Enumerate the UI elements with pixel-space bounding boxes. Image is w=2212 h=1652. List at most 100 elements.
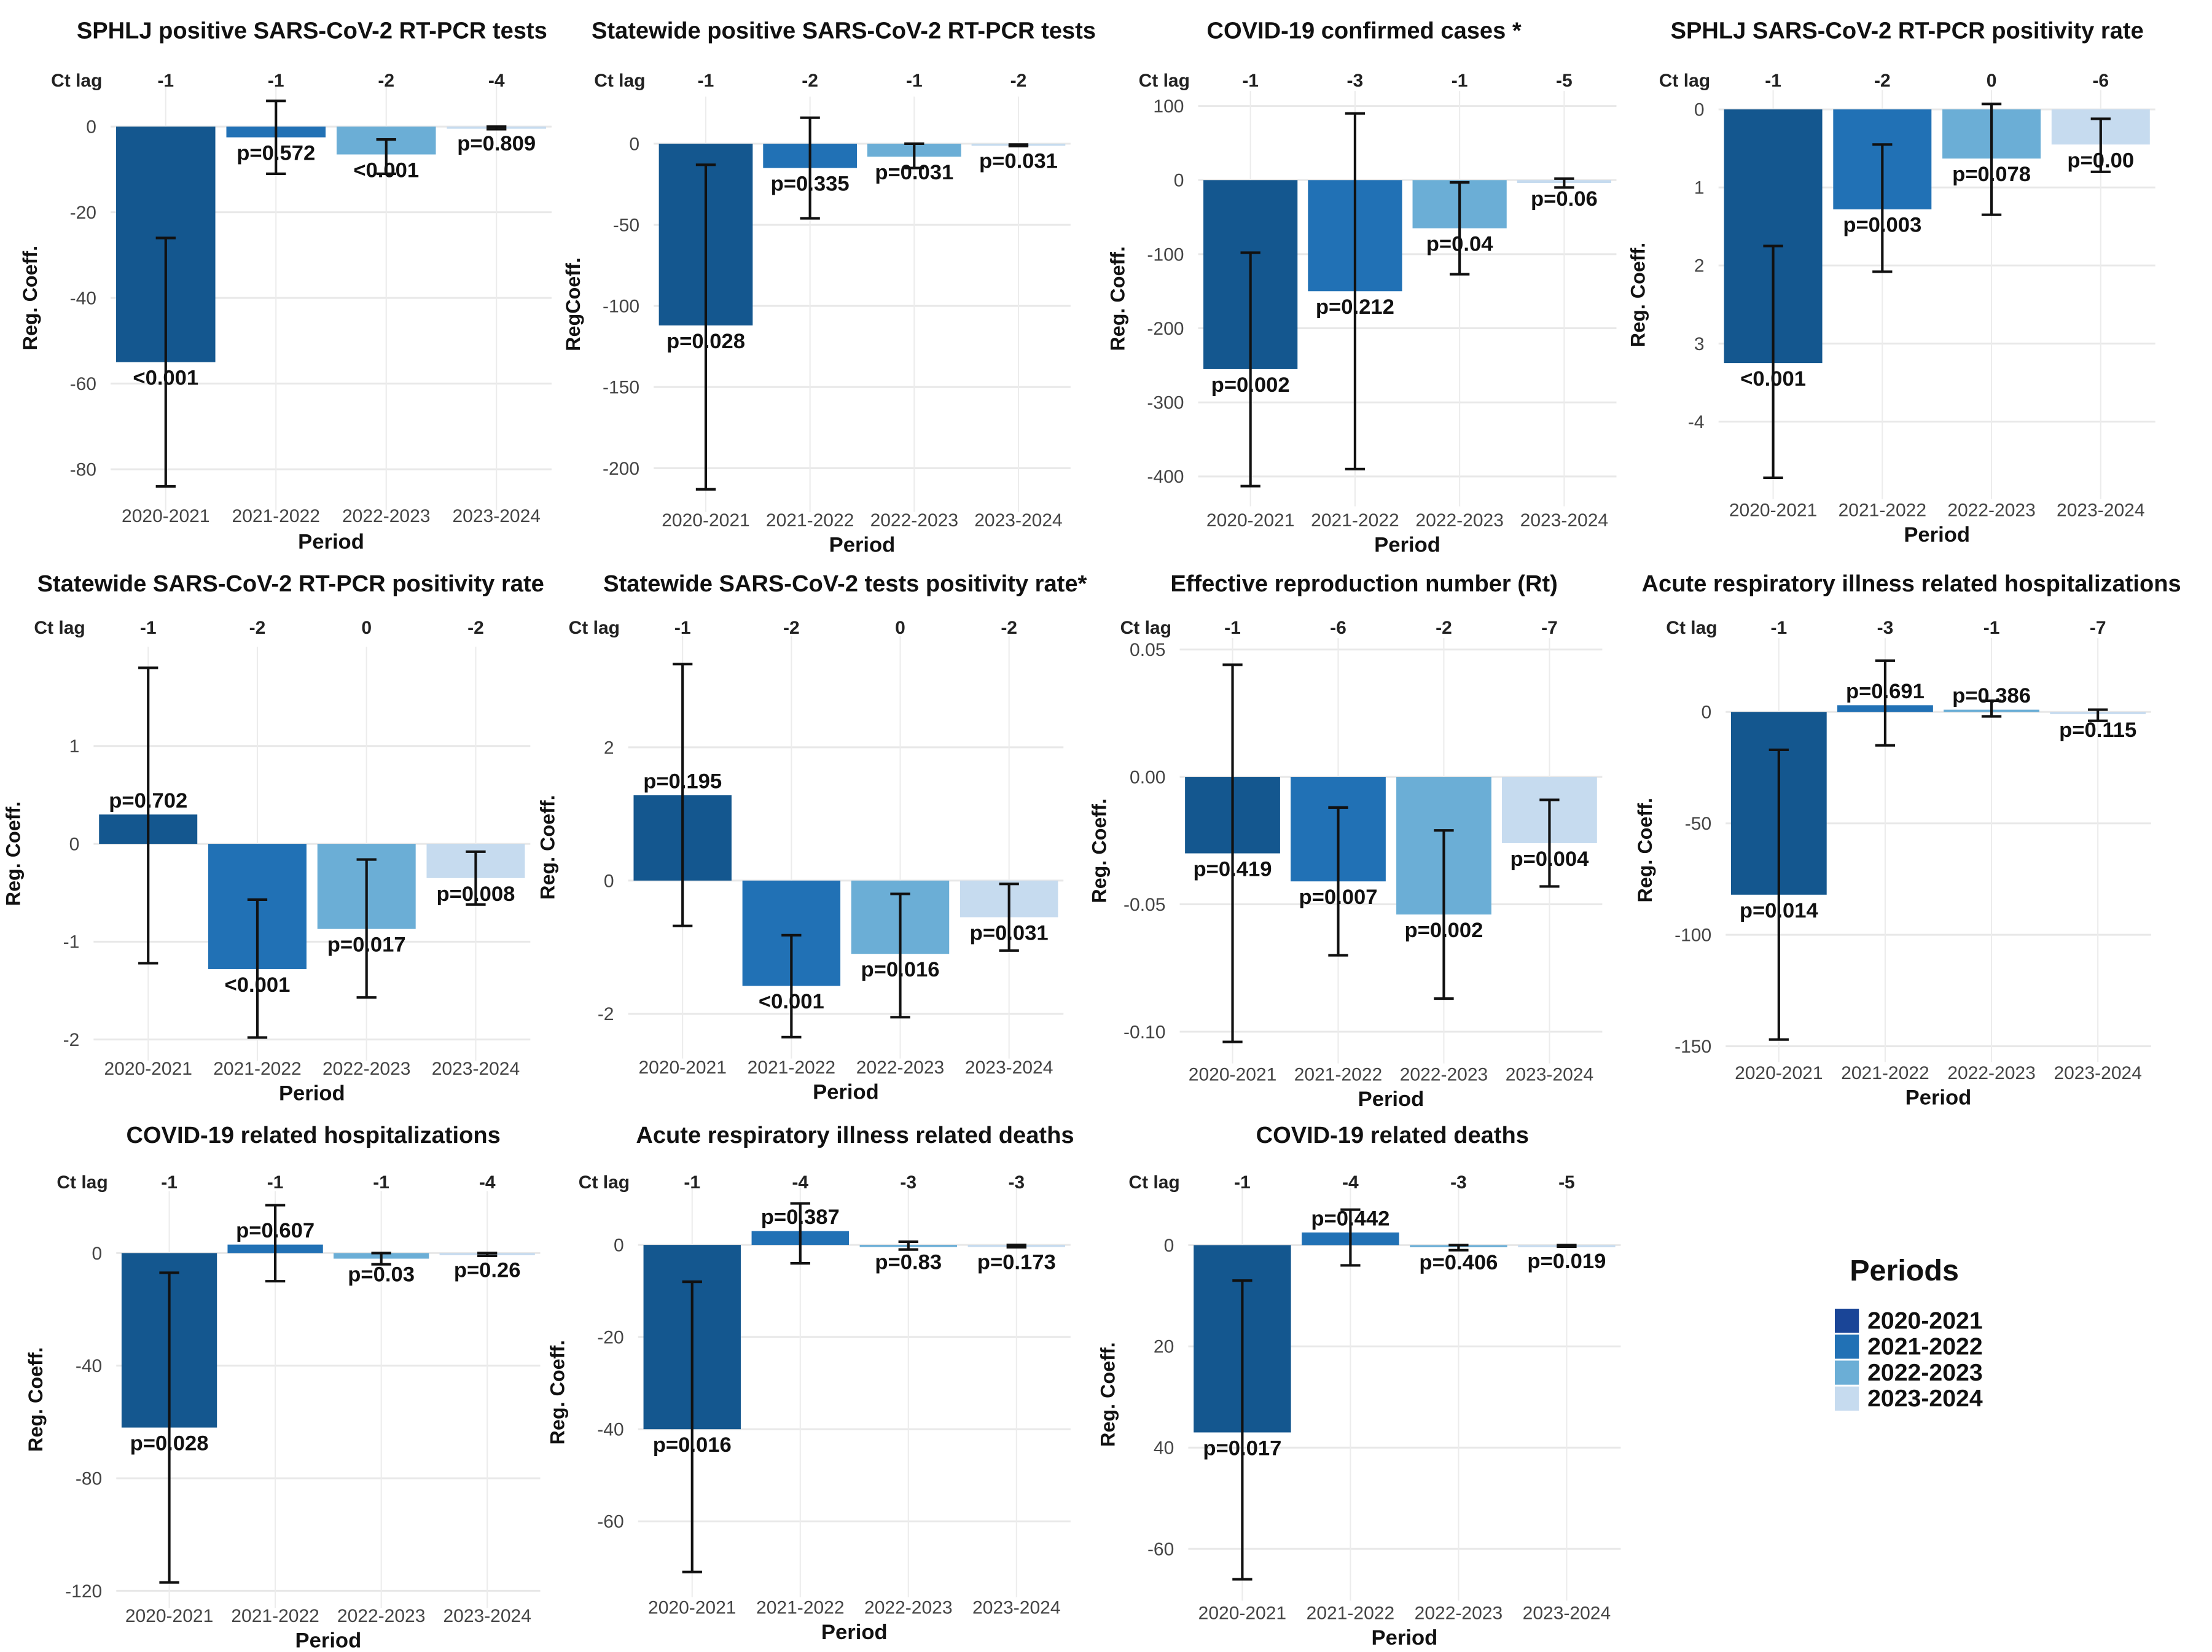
y-tick-label: 20 <box>1154 1337 1174 1357</box>
y-tick-label: -0.05 <box>1124 895 1165 915</box>
legend: Periods 2020-20212021-20222022-20232023-2… <box>1834 1254 1983 1412</box>
y-tick-label: 2 <box>1694 256 1705 276</box>
error-bar <box>1222 663 1243 1043</box>
legend-swatch <box>1834 1308 1859 1333</box>
ct-lag-value: -5 <box>1558 1172 1575 1193</box>
y-tick-label: 0 <box>69 834 80 854</box>
y-axis-title: Reg. Coeff. <box>1627 243 1649 347</box>
x-tick-label: 2020-2021 <box>1198 1603 1286 1624</box>
y-tick-label: -100 <box>1675 925 1711 946</box>
x-tick-label: 2022-2023 <box>1400 1064 1488 1085</box>
x-tick-label: 2021-2022 <box>232 506 320 526</box>
chart-title: Statewide SARS-CoV-2 RT-PCR positivity r… <box>37 571 544 597</box>
y-tick-label: 0.00 <box>1130 767 1165 787</box>
y-axis-title: Reg. Coeff. <box>1096 1342 1119 1446</box>
p-value-label: <0.001 <box>133 367 198 390</box>
ct-lag-value: 0 <box>895 618 905 638</box>
ct-lag-value: -1 <box>268 71 284 91</box>
p-value-label: p=0.00 <box>2067 149 2134 172</box>
x-axis-title: Period <box>1905 1086 1972 1110</box>
y-tick-label: -400 <box>1147 467 1184 487</box>
y-tick-label: -200 <box>603 459 639 479</box>
chart-title: Acute respiratory illness related hospit… <box>1642 571 2181 597</box>
x-tick-label: 2023-2024 <box>2057 501 2144 521</box>
x-tick-label: 2020-2021 <box>1189 1064 1276 1085</box>
y-tick-label: 0 <box>86 117 96 138</box>
legend-item: 2020-2021 <box>1867 1307 1983 1334</box>
ct-lag-value: -3 <box>1450 1172 1467 1193</box>
ct-lag-label: Ct lag <box>1666 618 1717 638</box>
x-tick-label: 2021-2022 <box>231 1606 319 1626</box>
x-tick-label: 2023-2024 <box>974 510 1062 531</box>
ct-lag-value: -2 <box>249 618 266 638</box>
p-value-label: p=0.031 <box>970 921 1049 945</box>
y-tick-label: 100 <box>1153 96 1184 117</box>
y-tick-label: -40 <box>597 1420 623 1440</box>
x-tick-label: 2020-2021 <box>1206 510 1294 531</box>
p-value-label: p=0.016 <box>653 1433 732 1457</box>
ct-lag-label: Ct lag <box>57 1172 107 1193</box>
chart-panel: SPHLJ positive SARS-CoV-2 RT-PCR tests 0 -… <box>19 18 552 554</box>
y-tick-label: -60 <box>597 1512 623 1532</box>
p-value-label: p=0.809 <box>457 132 536 155</box>
y-tick-label: -40 <box>76 1356 102 1376</box>
ct-lag-value: -1 <box>906 71 923 91</box>
y-tick-label: 40 <box>1154 1438 1174 1459</box>
error-bar <box>247 898 268 1039</box>
error-bar <box>1434 829 1454 1000</box>
error-bar <box>356 858 377 999</box>
y-tick-label: -100 <box>603 297 639 317</box>
y-tick-label: 1 <box>69 736 80 757</box>
p-value-label: p=0.83 <box>875 1250 942 1274</box>
x-tick-label: 2022-2023 <box>856 1058 944 1078</box>
y-tick-label: -40 <box>70 289 96 309</box>
y-tick-label: -50 <box>613 215 639 235</box>
p-value-label: <0.001 <box>353 158 419 182</box>
y-tick-label: 0 <box>614 1236 624 1256</box>
x-tick-label: 2023-2024 <box>965 1058 1053 1078</box>
y-tick-label: 3 <box>1694 334 1705 354</box>
ct-lag-value: -4 <box>479 1172 496 1193</box>
x-tick-label: 2021-2022 <box>756 1597 844 1618</box>
chart-panel: Statewide positive SARS-CoV-2 RT-PCR tes… <box>562 18 1096 557</box>
x-tick-label: 2020-2021 <box>104 1059 192 1079</box>
p-value-label: p=0.335 <box>771 173 850 196</box>
error-bar <box>155 236 176 488</box>
x-axis-title: Period <box>1372 1626 1438 1650</box>
error-bar <box>1449 181 1470 276</box>
x-tick-label: 2023-2024 <box>452 506 540 526</box>
ct-lag-value: -1 <box>157 71 174 91</box>
x-axis-title: Period <box>1374 533 1440 556</box>
p-value-label: p=0.26 <box>454 1259 521 1282</box>
p-value-label: p=0.031 <box>875 161 953 184</box>
y-tick-label: -200 <box>1147 319 1184 339</box>
p-value-label: p=0.008 <box>436 882 515 906</box>
p-value-label: p=0.442 <box>1311 1207 1389 1230</box>
p-value-label: p=0.014 <box>1740 899 1819 922</box>
p-value-label: <0.001 <box>759 990 824 1013</box>
p-value-label: p=0.387 <box>761 1206 840 1229</box>
x-tick-label: 2022-2023 <box>1947 501 2035 521</box>
legend-item: 2022-2023 <box>1867 1359 1983 1386</box>
x-tick-label: 2021-2022 <box>1311 510 1399 531</box>
p-value-label: p=0.028 <box>130 1432 209 1455</box>
ct-lag-value: -2 <box>1874 71 1891 91</box>
ct-lag-value: -1 <box>140 618 157 638</box>
y-tick-label: 2 <box>604 738 614 758</box>
y-tick-label: 0 <box>1174 171 1184 191</box>
error-bar <box>1768 748 1789 1041</box>
p-value-label: p=0.078 <box>1952 163 2031 186</box>
y-tick-label: -4 <box>1688 412 1705 432</box>
x-tick-label: 2021-2022 <box>748 1058 835 1078</box>
x-tick-label: 2023-2024 <box>2054 1063 2141 1083</box>
error-bar <box>1328 806 1348 957</box>
y-tick-label: 0 <box>1164 1236 1174 1256</box>
y-tick-label: -1 <box>63 932 80 953</box>
p-value-label: p=0.419 <box>1194 857 1272 881</box>
p-value-label: <0.001 <box>225 973 291 997</box>
chart-title: COVID-19 related deaths <box>1256 1123 1529 1148</box>
x-tick-label: 2020-2021 <box>662 510 749 531</box>
chart-panel: COVID-19 related hospitalizations 0 -40 -80… <box>25 1123 541 1652</box>
ct-lag-value: -1 <box>161 1172 178 1193</box>
error-bar <box>371 1252 391 1266</box>
